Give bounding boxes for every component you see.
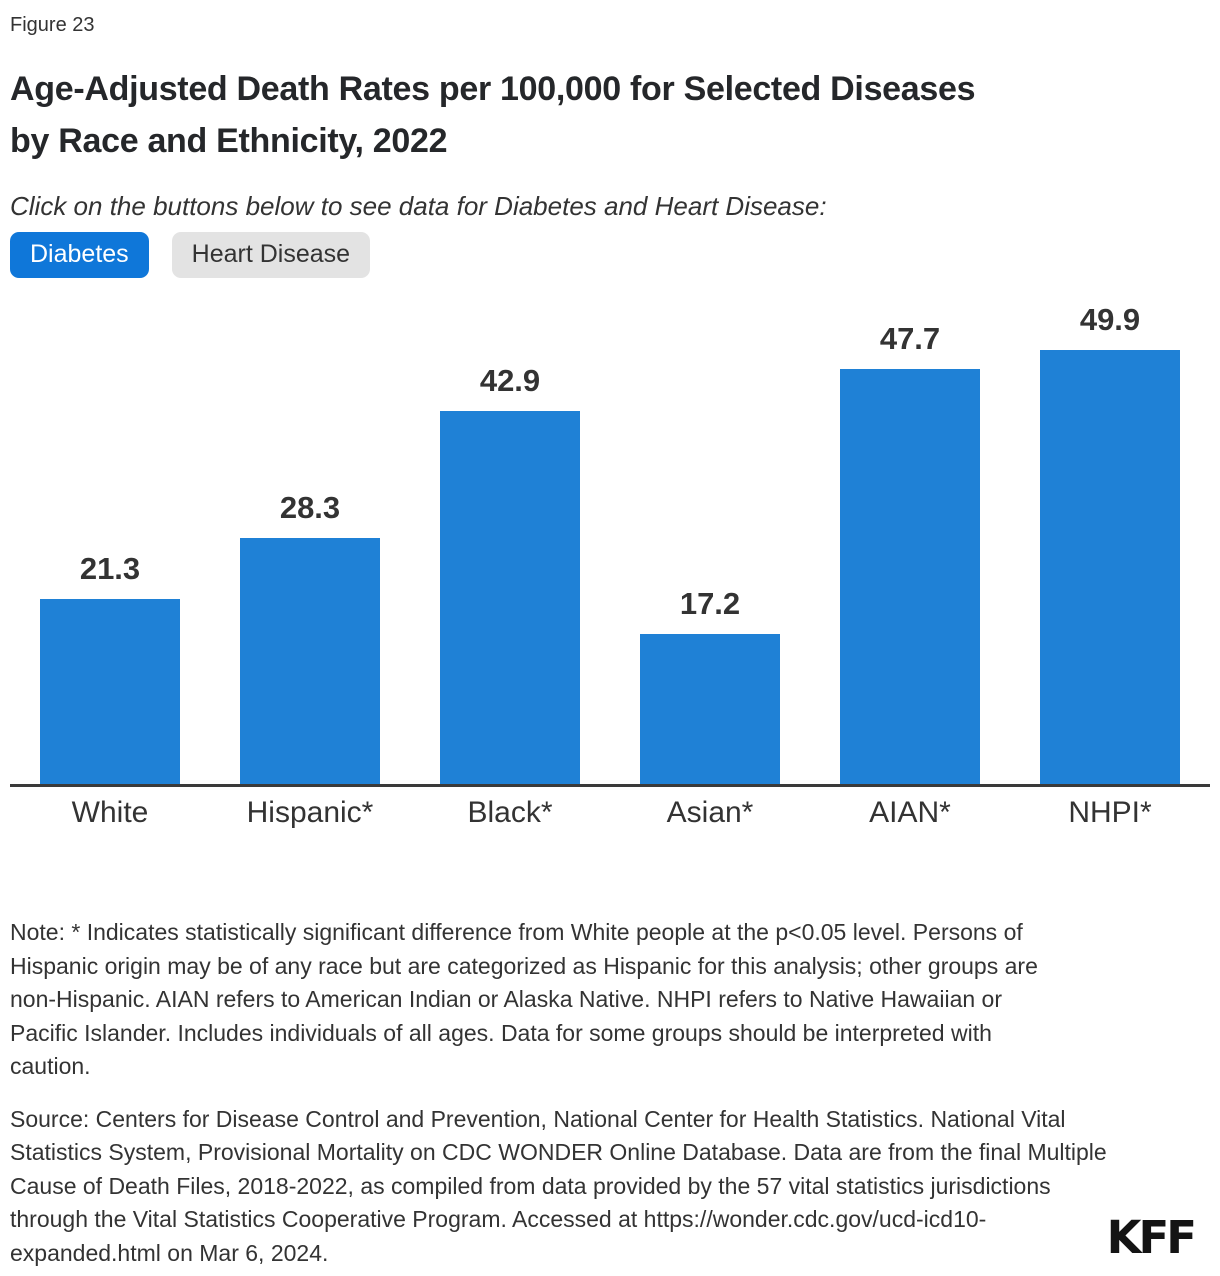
bar-value-label: 49.9 [1079,301,1141,337]
bar-value-label: 21.3 [79,550,141,586]
bar-group: 21.3 [10,550,210,784]
heart-disease-button[interactable]: Heart Disease [171,232,371,278]
chart-title-line2: by Race and Ethnicity, 2022 [10,122,448,160]
diabetes-button[interactable]: Diabetes [10,232,149,278]
bar [440,410,580,784]
category-label: White [71,796,149,829]
figure-label: Figure 23 [10,14,95,36]
bar-group: 49.9 [1010,301,1210,784]
bar-value-label: 47.7 [879,320,941,356]
bar-value-label: 42.9 [479,362,541,398]
source-row: Source: Centers for Disease Control and … [10,1103,1210,1271]
bar-chart: 21.3 28.3 42.9 17.2 47.7 49.9 White Hispanic* B… [10,282,1210,830]
bar [640,634,780,784]
series-toggle-group: Diabetes Heart Disease [10,232,1210,278]
chart-title-line1: Age-Adjusted Death Rates per 100,000 for… [10,70,976,108]
category-label: Black* [467,796,553,829]
bar [1040,349,1180,784]
instruction-text: Click on the buttons below to see data f… [10,191,827,221]
source-text: Source: Centers for Disease Control and … [10,1105,1107,1266]
category-label: AIAN* [869,796,951,829]
bar-group: 47.7 [810,321,1010,784]
kff-logo: KFF [1106,1211,1197,1264]
bar-group: 42.9 [410,362,610,784]
bar-value-label: 17.2 [679,586,741,622]
bar-group: 28.3 [210,490,410,784]
bar-group: 17.2 [610,586,810,784]
chart-title: Age-Adjusted Death Rates per 100,000 for… [10,63,1210,167]
category-label: Hispanic* [246,796,374,829]
bar [240,537,380,784]
chart-plot: 21.3 28.3 42.9 17.2 47.7 49.9 [10,282,1210,787]
bar [40,598,180,784]
bar-value-label: 28.3 [279,489,341,525]
bar [840,368,980,784]
chart-category-labels: White Hispanic* Black* Asian* AIAN* NHPI* [10,796,1210,830]
category-label: Asian* [666,796,754,829]
category-label: NHPI* [1068,796,1152,829]
note-text: Note: * Indicates statistically signific… [10,919,1038,1079]
